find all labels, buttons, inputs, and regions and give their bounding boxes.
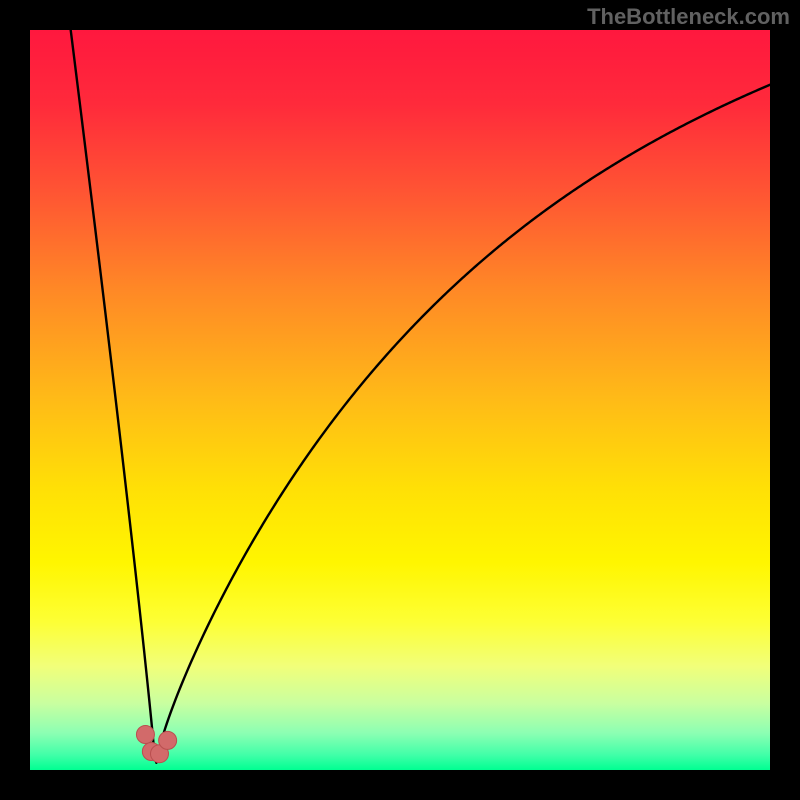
bottleneck-chart: [0, 0, 800, 800]
marker-point: [159, 731, 177, 749]
marker-point: [136, 725, 154, 743]
watermark-text: TheBottleneck.com: [587, 4, 790, 30]
chart-container: { "watermark": { "text": "TheBottleneck.…: [0, 0, 800, 800]
plot-area: [30, 30, 770, 770]
